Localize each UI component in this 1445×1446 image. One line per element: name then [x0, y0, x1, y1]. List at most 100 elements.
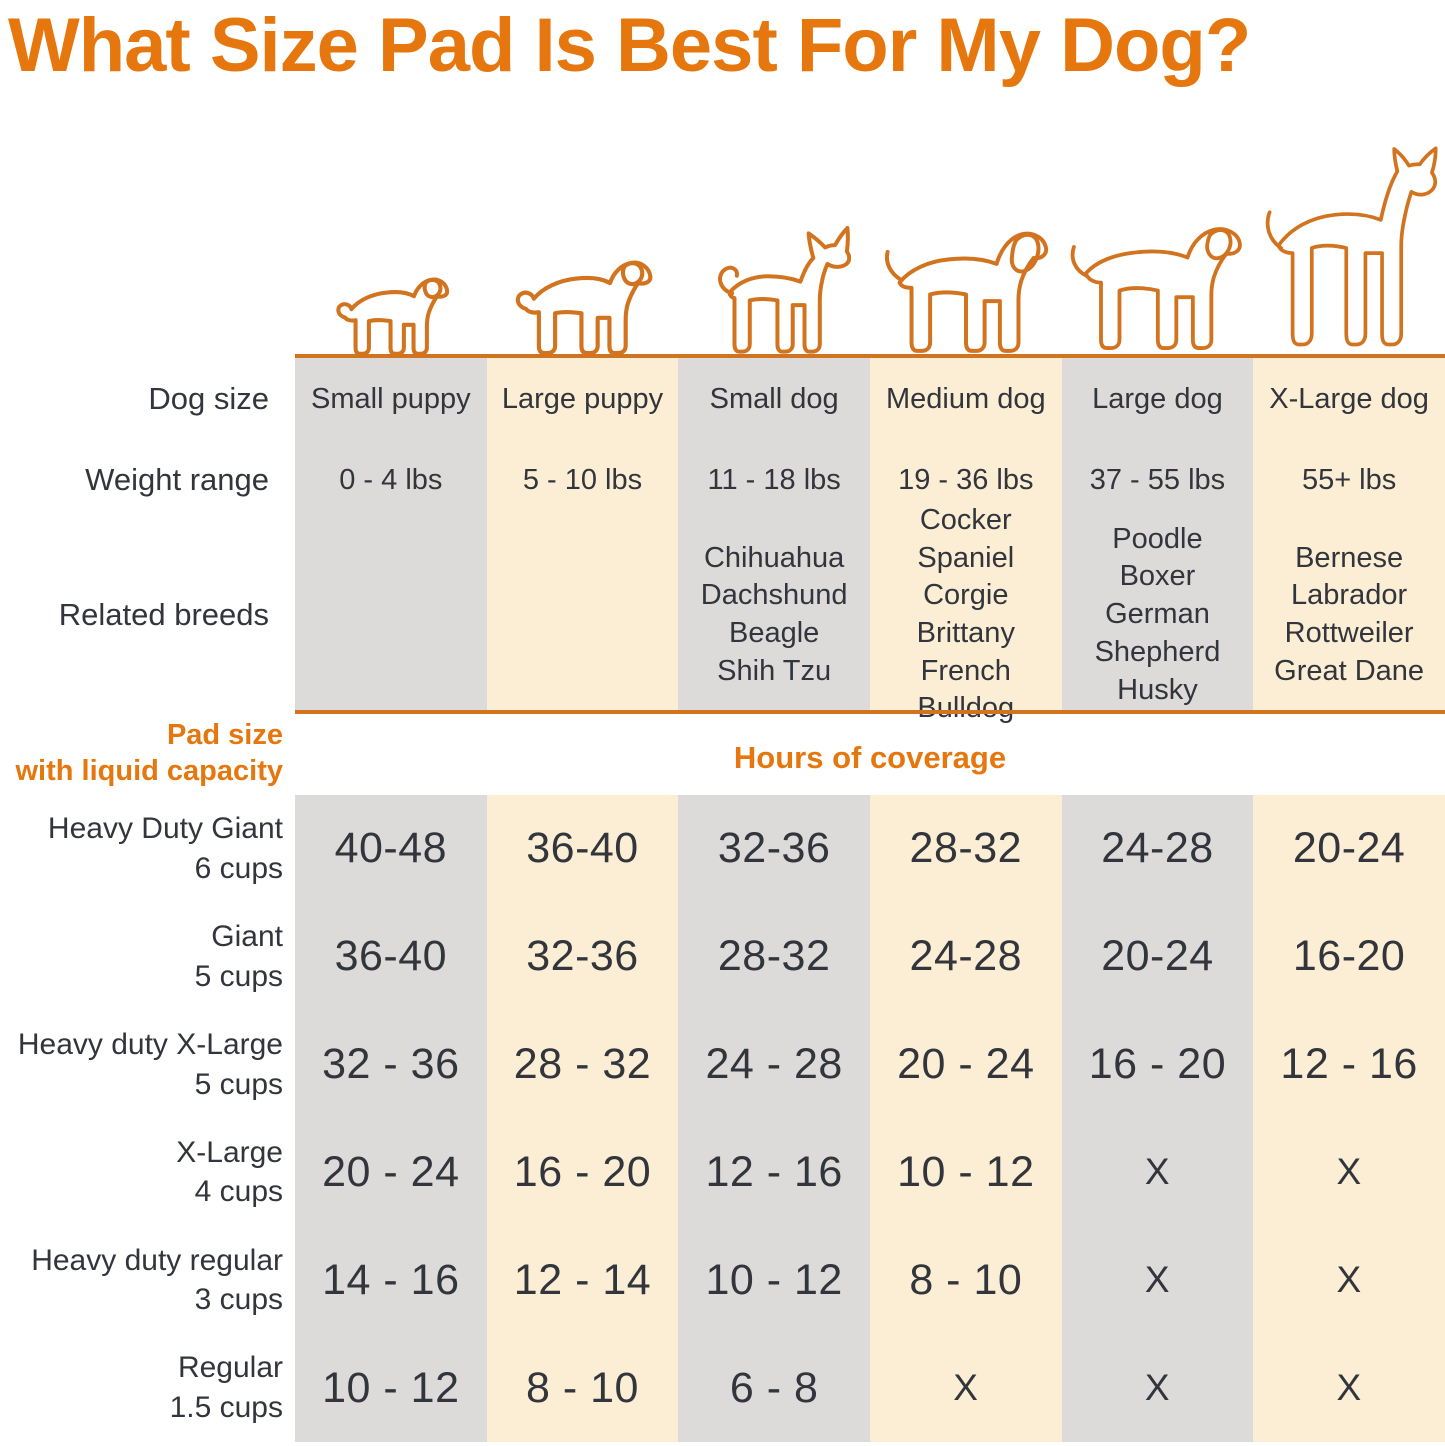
dog-illustrations: [295, 130, 1445, 356]
row-header-dog-size: Dog size: [148, 381, 269, 416]
hours-cell: X: [953, 1367, 979, 1409]
pad-row-label: Heavy duty X-Large 5 cups: [0, 1011, 295, 1119]
dogs-baseline-rule: [295, 354, 1445, 358]
breeds-cell: Bernese Labrador Rottweiler Great Dane: [1274, 541, 1425, 687]
pad-capacity: 5 cups: [194, 1067, 283, 1101]
hours-cell: 10 - 12: [897, 1147, 1035, 1196]
small-dog-icon: [717, 226, 851, 354]
hours-cell: X: [1144, 1367, 1171, 1409]
pad-row-label: Giant 5 cups: [0, 903, 295, 1011]
hours-cell: 10 - 12: [705, 1255, 843, 1304]
column-header: Large puppy: [501, 382, 664, 415]
column-header: X-Large dog: [1269, 382, 1429, 415]
column-background: [295, 795, 487, 1442]
large-dog-icon: [1070, 227, 1242, 350]
column-header: Large dog: [1092, 382, 1223, 415]
hours-cell: 36-40: [526, 824, 639, 873]
pad-capacity: 1.5 cups: [169, 1391, 283, 1425]
dog-slot-medium-dog: [870, 130, 1062, 354]
pad-capacity: 6 cups: [194, 851, 283, 885]
weight-cell: 0 - 4 lbs: [339, 463, 443, 496]
hours-cell: 12 - 16: [705, 1147, 843, 1196]
column-background: [486, 358, 679, 710]
breeds-cell: [487, 520, 679, 710]
medium-dog-icon: [884, 231, 1048, 353]
pad-row-label: X-Large 4 cups: [0, 1118, 295, 1226]
column-background: [870, 795, 1062, 1442]
pad-row-label: Regular 1.5 cups: [0, 1334, 295, 1442]
pad-row-label: Heavy duty regular 3 cups: [0, 1226, 295, 1334]
hours-cell: 16-20: [1292, 932, 1406, 981]
pad-row-label: Heavy Duty Giant 6 cups: [0, 795, 295, 903]
hours-cell: X: [1336, 1259, 1362, 1301]
column-background: [1253, 358, 1445, 710]
hours-cell: 24-28: [1101, 824, 1214, 873]
small-puppy-icon: [336, 277, 449, 356]
header-table: Dog size Small puppy Large puppy Small d…: [0, 358, 1445, 725]
weight-cell: 55+ lbs: [1301, 463, 1397, 496]
pad-name: Heavy duty X-Large: [17, 1027, 283, 1061]
column-background: [870, 358, 1062, 710]
pad-name: X-Large: [176, 1135, 283, 1169]
hours-cell: 20-24: [1101, 932, 1214, 981]
hours-cell: X: [1336, 1151, 1362, 1193]
hours-cell: 8 - 10: [909, 1255, 1023, 1304]
hours-cell: 20-24: [1292, 824, 1406, 873]
hours-cell: 6 - 8: [729, 1363, 819, 1412]
hours-cell: 16 - 20: [1088, 1040, 1227, 1089]
dog-slot-large-dog: [1062, 130, 1254, 354]
weight-cell: 37 - 55 lbs: [1089, 463, 1226, 496]
hours-cell: 28 - 32: [513, 1040, 652, 1089]
hours-cell: 24 - 28: [705, 1040, 843, 1089]
hours-cell: X: [1336, 1367, 1362, 1409]
pad-capacity: 4 cups: [194, 1175, 283, 1209]
row-header-pad-size: Pad size with liquid capacity: [15, 719, 284, 788]
hours-cell: 10 - 12: [322, 1363, 460, 1412]
hours-cell: 12 - 16: [1280, 1040, 1418, 1089]
pad-name: Regular: [177, 1351, 283, 1385]
hours-cell: 32-36: [526, 932, 639, 981]
hours-cell: 8 - 10: [526, 1363, 639, 1412]
pad-capacity: 5 cups: [194, 959, 283, 993]
weight-cell: 19 - 36 lbs: [898, 463, 1034, 496]
pad-name: Giant: [211, 920, 283, 954]
column-background: [1061, 795, 1254, 1442]
column-header: Small puppy: [311, 382, 471, 415]
weight-cell: 11 - 18 lbs: [707, 463, 841, 496]
column-background: [1061, 358, 1254, 710]
hours-cell: 12 - 14: [513, 1255, 652, 1304]
x-large-dog-icon: [1266, 146, 1438, 347]
hours-cell: 28-32: [909, 824, 1023, 873]
hours-cell: 20 - 24: [322, 1147, 460, 1196]
breeds-cell: Cocker Spaniel Corgie Brittany French Bu…: [916, 503, 1015, 725]
hours-cell: 32 - 36: [322, 1040, 460, 1089]
hours-cell: 32-36: [717, 824, 831, 873]
hours-cell: X: [1144, 1151, 1171, 1193]
dog-slot-small-dog: [678, 130, 870, 354]
pad-name: Heavy duty regular: [31, 1243, 283, 1277]
hours-cell: X: [1144, 1259, 1171, 1301]
dog-slot-x-large-dog: [1253, 130, 1445, 354]
hours-of-coverage-heading: Hours of coverage: [733, 740, 1007, 775]
hours-cell: 24-28: [909, 932, 1023, 981]
row-header-weight-range: Weight range: [85, 462, 269, 497]
hours-cell: 16 - 20: [513, 1147, 652, 1196]
column-background: [678, 795, 870, 1442]
breeds-cell: Chihuahua Dachshund Beagle Shih Tzu: [700, 541, 848, 687]
breeds-cell: [295, 520, 487, 710]
column-background: [295, 358, 487, 710]
weight-cell: 5 - 10 lbs: [522, 463, 643, 496]
column-header: Medium dog: [886, 382, 1046, 415]
dog-slot-large-puppy: [487, 130, 679, 356]
breeds-cell: Poodle Boxer German Shepherd Husky: [1094, 522, 1221, 706]
pad-capacity: 3 cups: [194, 1283, 283, 1317]
dog-slot-small-puppy: [295, 130, 487, 356]
column-background: [1253, 795, 1445, 1442]
hours-cell: 40-48: [334, 824, 448, 873]
hours-cell: 28-32: [717, 932, 831, 981]
hours-cell: 20 - 24: [897, 1040, 1035, 1089]
row-header-related-breeds: Related breeds: [58, 597, 269, 632]
column-background: [486, 795, 679, 1442]
pad-name: Heavy Duty Giant: [47, 812, 283, 846]
